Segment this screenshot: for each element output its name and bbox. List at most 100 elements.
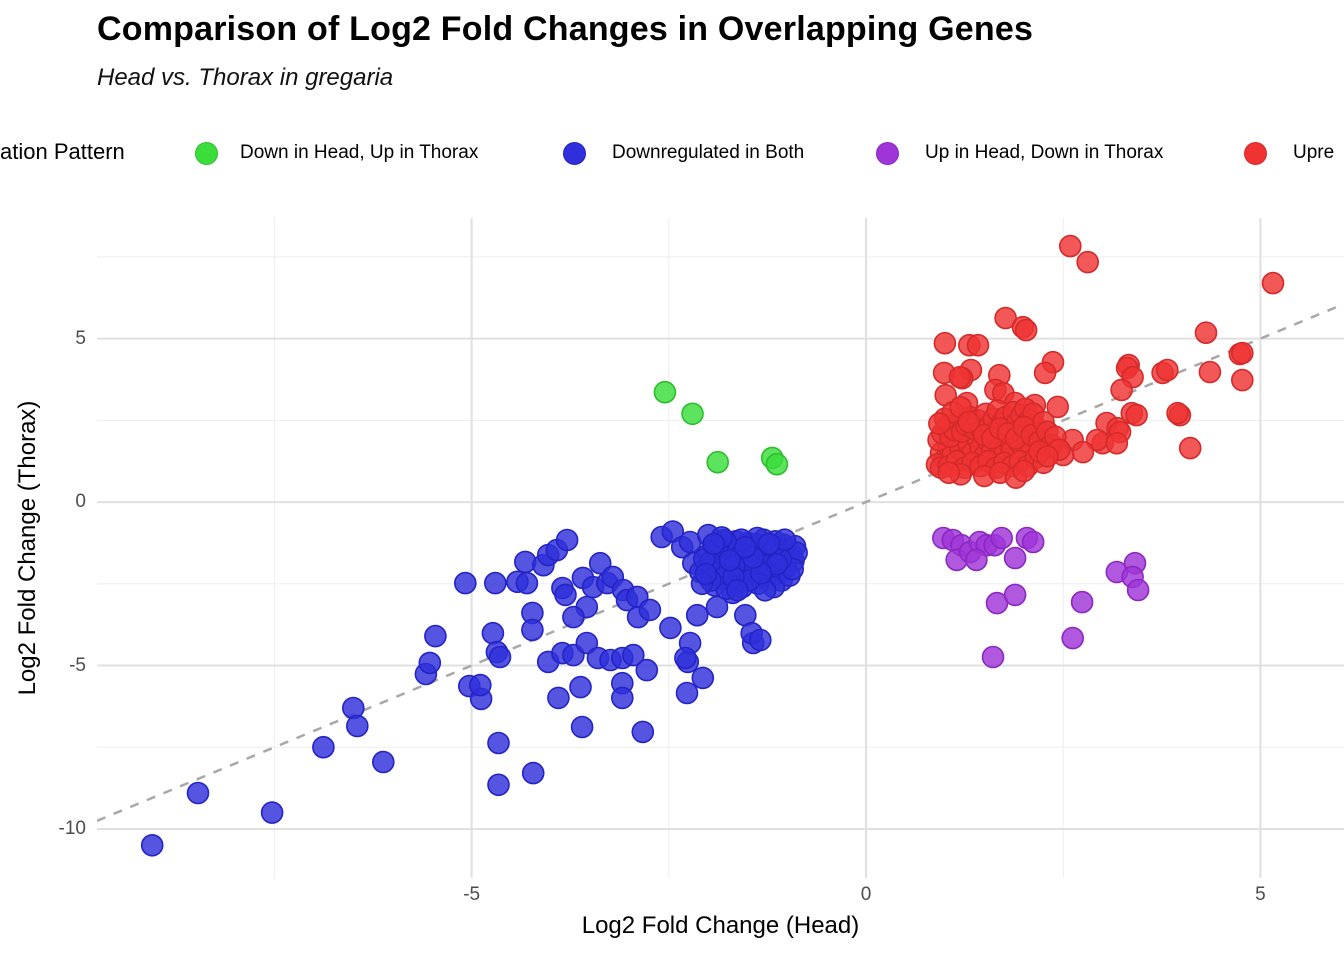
data-point-series-1 — [260, 801, 284, 824]
data-point-series-1 — [659, 616, 682, 640]
legend-dot-3 — [1244, 142, 1267, 165]
data-point-series-1 — [483, 571, 507, 595]
data-point-series-2 — [1061, 626, 1085, 650]
legend-label-3: Upre — [1293, 142, 1335, 163]
data-point-series-1 — [521, 618, 544, 642]
data-point-series-3 — [1012, 459, 1036, 483]
data-point-series-2 — [981, 645, 1005, 669]
data-point-series-3 — [1178, 436, 1202, 460]
data-point-series-3 — [957, 410, 980, 434]
data-point-series-1 — [726, 578, 749, 602]
data-point-series-1 — [453, 571, 477, 595]
data-point-series-1 — [481, 621, 505, 645]
data-point-series-1 — [631, 720, 655, 744]
data-point-series-1 — [487, 731, 510, 755]
data-point-series-3 — [1231, 341, 1254, 365]
legend-label-2: Up in Head, Down in Thorax — [925, 142, 1164, 163]
data-point-series-1 — [705, 595, 729, 619]
data-point-series-1 — [515, 571, 539, 595]
data-point-series-3 — [1058, 234, 1082, 258]
legend: ation Pattern Down in Head, Up in Thorax… — [0, 130, 1344, 176]
y-tick-label: -10 — [58, 817, 86, 839]
data-point-series-1 — [570, 715, 594, 739]
x-tick-label: 5 — [1255, 884, 1266, 905]
data-point-series-3 — [1105, 431, 1129, 455]
scatter-plot — [97, 218, 1344, 878]
data-point-series-1 — [562, 605, 585, 629]
data-point-series-1 — [569, 675, 592, 699]
data-point-series-2 — [1003, 583, 1027, 607]
data-point-series-1 — [757, 532, 781, 556]
data-point-series-1 — [186, 781, 210, 805]
data-point-series-3 — [948, 365, 972, 389]
plot-panel — [97, 218, 1344, 878]
legend-label-0: Down in Head, Up in Thorax — [240, 142, 479, 163]
data-point-series-1 — [575, 631, 599, 655]
data-point-series-3 — [1076, 250, 1100, 274]
chart-subtitle: Head vs. Thorax in gregaria — [97, 64, 394, 91]
data-point-series-1 — [638, 598, 662, 622]
legend-title: ation Pattern — [0, 139, 125, 164]
data-point-series-1 — [718, 548, 741, 572]
data-point-series-3 — [1194, 321, 1218, 344]
x-tick-label: 0 — [860, 884, 872, 905]
data-point-series-1 — [694, 562, 718, 586]
data-point-series-3 — [937, 461, 961, 484]
data-point-series-3 — [1033, 361, 1057, 385]
y-axis-title: Log2 Fold Change (Thorax) — [14, 400, 41, 696]
data-point-series-1 — [610, 686, 634, 710]
y-tick-label: -5 — [69, 654, 86, 676]
y-tick-label: 5 — [75, 327, 86, 349]
data-point-series-1 — [418, 651, 442, 675]
legend-dot-1 — [563, 142, 586, 165]
legend-dot-0 — [195, 142, 218, 165]
data-point-series-3 — [1110, 378, 1133, 402]
data-point-series-1 — [371, 750, 395, 774]
legend-label-1: Downregulated in Both — [612, 142, 805, 163]
data-point-series-3 — [1198, 360, 1222, 384]
data-point-series-1 — [345, 714, 369, 738]
y-tick-label: 0 — [75, 491, 86, 513]
data-point-series-0 — [765, 452, 789, 476]
data-point-series-3 — [1125, 403, 1148, 427]
data-point-series-3 — [1166, 401, 1189, 425]
data-point-series-1 — [733, 535, 757, 559]
x-tick-label: -5 — [463, 884, 481, 905]
data-point-series-1 — [674, 646, 697, 670]
legend-dot-2 — [876, 142, 899, 165]
data-point-series-2 — [1003, 546, 1027, 570]
data-point-series-0 — [681, 402, 704, 426]
data-point-series-3 — [1231, 368, 1254, 392]
data-point-series-3 — [1156, 358, 1179, 382]
data-point-series-3 — [966, 333, 990, 357]
data-point-series-1 — [468, 673, 492, 697]
data-point-series-1 — [487, 773, 510, 797]
data-point-series-1 — [691, 666, 715, 690]
data-point-series-0 — [706, 450, 730, 474]
data-point-series-1 — [488, 645, 512, 669]
data-point-series-2 — [965, 548, 988, 572]
data-point-series-1 — [555, 528, 579, 552]
data-point-series-2 — [990, 526, 1014, 550]
data-point-series-1 — [547, 686, 570, 710]
data-point-series-1 — [702, 532, 726, 556]
data-point-series-1 — [521, 761, 545, 785]
data-point-series-2 — [1021, 530, 1045, 554]
x-axis-title: Log2 Fold Change (Head) — [581, 912, 860, 939]
data-point-series-1 — [621, 643, 645, 667]
data-point-series-3 — [994, 306, 1017, 330]
data-point-series-1 — [748, 628, 772, 652]
data-point-series-2 — [1070, 590, 1094, 614]
data-point-series-3 — [1014, 318, 1038, 342]
data-point-series-1 — [635, 658, 659, 682]
data-point-series-0 — [653, 380, 677, 404]
data-point-series-1 — [312, 735, 335, 759]
data-point-series-1 — [675, 681, 699, 705]
data-point-series-3 — [933, 331, 957, 355]
data-point-series-1 — [424, 624, 447, 648]
data-point-series-1 — [554, 583, 577, 607]
data-point-series-1 — [140, 833, 164, 857]
data-point-series-3 — [1036, 445, 1059, 468]
data-point-series-1 — [685, 603, 709, 627]
